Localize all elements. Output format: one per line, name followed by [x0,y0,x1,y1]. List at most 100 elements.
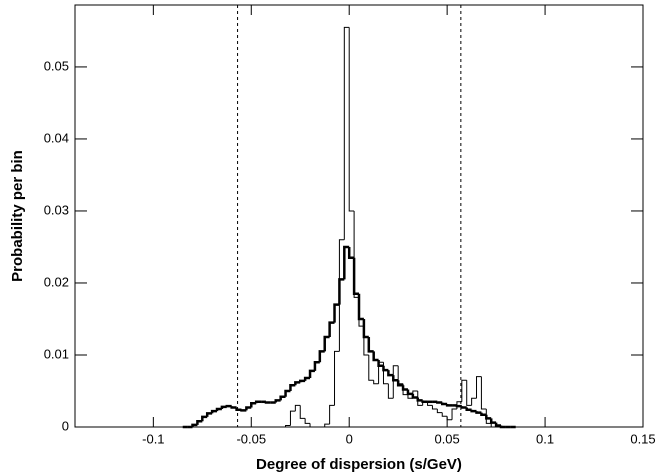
histogram-step [466,380,472,406]
histogram-step [196,419,203,425]
y-axis-title: Probability per bin [9,150,26,282]
histogram-step [416,397,423,402]
histogram-step [480,412,487,417]
histogram-step [303,376,311,381]
histogram-step [489,418,497,424]
histogram-step [191,423,198,427]
y-tick-label: 0.03 [44,202,69,217]
histogram-step [362,318,369,339]
histogram-step [205,412,213,417]
histogram-step [387,383,394,399]
histogram-step [328,321,335,337]
histogram-step [230,406,237,409]
histogram-step [324,423,330,427]
histogram-step [406,389,413,396]
histogram-step [476,376,482,399]
x-tick-label: 0.05 [434,431,459,446]
histogram-step [254,400,262,404]
histogram-step [279,395,286,401]
histogram-step [250,401,257,408]
histogram-step [201,415,208,422]
y-tick-label: 0.01 [44,346,69,361]
x-tick-label: -0.1 [142,431,164,446]
histogram-step [411,393,418,399]
histogram-step [318,350,325,363]
histogram-step [471,397,477,406]
histogram-step [455,404,462,408]
histogram-step [274,399,281,403]
histogram-step [373,380,379,385]
histogram-step [392,365,399,399]
histogram-step [343,26,350,240]
histogram-step [421,400,428,404]
histogram-step [490,423,497,428]
histogram-step [338,239,345,352]
histogram-step [461,379,467,402]
histogram-step [348,27,355,212]
histogram-step [308,369,315,379]
histogram-step [440,402,448,406]
histogram-step [357,293,364,321]
y-tick-label: 0 [62,418,69,433]
x-tick-label: 0 [346,431,353,446]
histogram-step [284,389,291,397]
histogram-step [334,350,340,406]
histogram-step [387,370,394,377]
histogram-step [396,380,404,387]
histogram-step [343,245,350,280]
y-tick-label: 0.04 [44,130,69,145]
histogram-step [494,422,501,427]
histogram-step [431,405,438,410]
histogram-step [499,425,506,429]
histogram-step [289,383,296,391]
histogram-step [210,409,217,414]
histogram-step [460,406,467,409]
plot-frame [74,4,644,428]
histogram-step [235,407,242,411]
histogram-step [220,405,227,409]
histogram-step [407,394,413,399]
histogram-step [352,257,359,296]
x-axis-title: Degree of dispersion (s/GeV) [256,456,462,473]
y-tick-label: 0.05 [44,58,69,73]
histogram-step [285,425,291,427]
histogram-step [446,416,453,421]
x-tick-label: 0.15 [630,431,655,446]
histogram-step [240,409,247,412]
histogram-step [299,405,306,419]
histogram-step [289,410,296,426]
histogram-step [294,381,301,386]
histogram-step [298,379,306,383]
histogram-step [347,246,355,260]
x-tick-label: 0.1 [536,431,554,446]
histogram-step [313,360,320,371]
histogram-step [338,278,345,305]
histogram-step [401,385,408,391]
histogram-step [436,401,443,404]
histogram-step [245,406,252,411]
histogram-step [465,407,472,411]
histogram-step [225,404,232,408]
histogram-step [441,412,448,417]
histogram-step [333,303,340,323]
histogram-step [368,354,374,381]
histogram-step [353,210,359,298]
histogram-step [215,407,222,412]
histogram-step [485,414,492,420]
y-tick-label: 0.02 [44,274,69,289]
histogram-step [382,365,389,372]
histogram-step [451,408,457,420]
histogram-step [470,409,477,413]
histogram-step [309,423,315,428]
histogram-step [367,336,374,353]
histogram-step [294,404,301,412]
histogram-step [304,418,311,424]
histogram-step [323,335,330,352]
x-tick-label: -0.05 [236,431,266,446]
histogram-step [392,375,399,382]
histogram-step [264,401,271,404]
histogram-step [417,390,423,406]
histogram-step [445,403,453,407]
histogram-step [436,408,443,414]
